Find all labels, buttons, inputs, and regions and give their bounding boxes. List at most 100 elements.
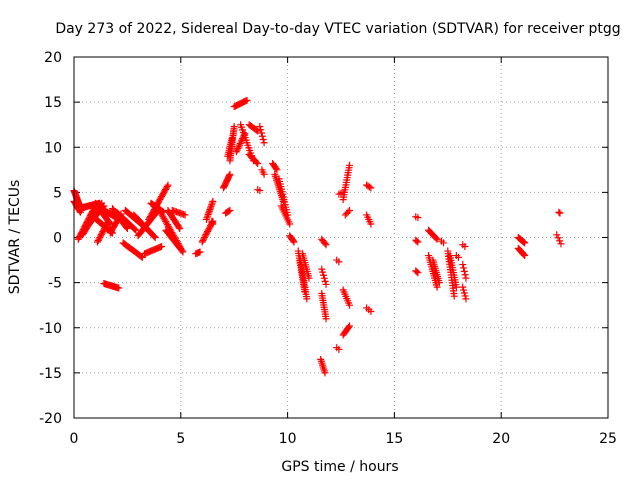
data-point [367,220,375,228]
data-point [196,248,204,256]
data-point [321,369,329,377]
data-point [461,271,469,279]
data-point [435,279,443,287]
data-point [433,283,441,291]
data-point [319,268,327,276]
data-point [553,231,561,239]
data-point [256,122,264,130]
data-point [462,274,470,282]
data-point [433,235,441,243]
data-point [305,274,313,282]
data-point [97,232,105,240]
data-point [322,241,330,249]
data-point [151,234,159,241]
data-point [520,238,528,246]
data-point [322,280,330,288]
data-point [204,228,211,236]
data-point [200,234,208,242]
data-point [203,229,211,237]
data-point [260,139,268,147]
data-point [345,323,353,331]
data-point [321,239,329,247]
data-point [234,144,242,152]
data-point [432,234,440,242]
data-point [199,237,207,245]
data-point [243,96,251,104]
data-point [346,322,354,330]
data-point [228,134,236,142]
data-point [554,234,562,242]
data-point [175,223,183,231]
data-point [454,253,462,261]
data-point [555,208,563,216]
data-point [252,158,260,166]
data-point [235,141,243,149]
y-tick-label: 20 [44,50,62,66]
y-tick-label: 15 [44,95,62,111]
x-tick-labels: 0 5 10 15 20 25 [70,431,617,447]
data-point [257,126,265,134]
data-point [272,165,280,173]
data-point [198,238,206,246]
y-tick-label: -20 [39,411,62,427]
data-point [273,166,281,174]
data-point [556,209,564,217]
data-point [200,235,208,243]
data-point [226,206,234,214]
data-point [303,295,311,303]
data-point [413,268,421,276]
data-point [414,214,422,222]
data-point [97,231,105,239]
data-point [103,219,111,227]
data-point [236,140,244,148]
data-point [164,181,172,189]
data-point [230,122,238,130]
data-point [205,225,213,233]
data-point [132,226,140,234]
data-point [286,220,294,228]
data-point [318,265,326,273]
data-point [225,207,233,215]
data-point [290,238,298,246]
data-point [258,129,266,137]
data-point [201,232,209,240]
data-point [460,267,468,275]
data-point [322,315,330,323]
data-point [414,238,422,246]
data-point [202,231,210,239]
data-point [94,237,102,245]
data-point [335,258,343,266]
data-point [95,235,103,243]
data-point [521,252,529,260]
data-point [99,228,107,236]
data-point [260,170,268,178]
data-point [209,197,217,205]
data-point [519,238,527,246]
data-point [181,211,189,219]
y-tick-label: -5 [48,276,62,292]
data-point [131,225,139,233]
data-point [179,248,187,256]
data-point [138,253,146,261]
data-point [158,243,166,251]
chart-title: Day 273 of 2022, Sidereal Day-to-day VTE… [55,21,620,37]
data-point [237,138,245,146]
x-tick-label: 10 [279,431,297,447]
data-point [176,224,184,232]
data-point [258,132,266,140]
data-point [256,187,264,195]
data-point [460,264,468,272]
data-point [519,250,527,258]
data-point [346,206,354,214]
x-axis-title: GPS time / hours [281,459,398,475]
data-point [100,226,108,234]
data-point [235,143,243,151]
data-point [254,159,262,167]
data-point [365,183,373,191]
y-tick-label: 10 [44,140,62,156]
data-point [367,184,375,192]
data-point [320,274,328,282]
x-tick-label: 0 [70,431,79,447]
data-point [414,269,422,277]
